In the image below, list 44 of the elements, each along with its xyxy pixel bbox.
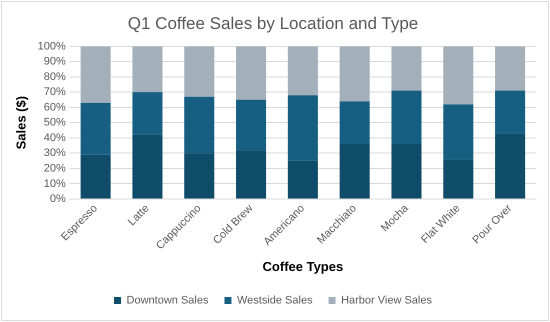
bar [132,134,162,198]
y-axis-title: Sales ($) [13,96,28,150]
legend-label: Westside Sales [236,294,314,307]
bar [443,104,474,160]
bar [80,154,111,198]
bar [288,46,318,96]
y-tick-label: 90% [44,56,66,68]
chart-title: Q1 Coffee Sales by Location and Type [128,14,418,33]
bar [495,90,526,134]
bar [340,144,370,198]
bar [288,160,318,198]
y-tick-label: 30% [44,147,66,160]
bar [132,92,162,135]
bar [132,46,162,92]
bar [184,46,214,97]
bar [340,46,370,102]
bar [443,46,474,104]
y-tick-label: 20% [44,162,66,174]
bar [288,95,318,161]
y-tick-label: 100% [38,40,66,52]
bar [236,100,266,150]
bar [495,133,526,198]
bar [340,101,370,144]
bar [80,102,111,155]
y-tick-label: 60% [44,101,66,114]
y-tick-label: 50% [44,116,66,129]
y-tick-label: 40% [44,132,66,144]
y-tick-label: 70% [44,86,66,98]
bar [495,46,526,91]
bar [80,46,111,103]
bar [236,150,266,198]
bar [391,144,422,198]
y-tick-label: 10% [44,178,66,190]
bar [443,159,474,198]
y-tick-label: 80% [44,70,66,83]
legend-label: Harbor View Sales [341,294,432,307]
y-tick-label: 0% [50,193,66,206]
bar [391,90,422,144]
legend-label: Downtown Sales [126,294,209,307]
bar [391,46,422,91]
bar [184,153,214,198]
x-axis-title: Coffee Types [262,258,344,274]
bar [236,46,266,100]
bar [184,96,214,154]
